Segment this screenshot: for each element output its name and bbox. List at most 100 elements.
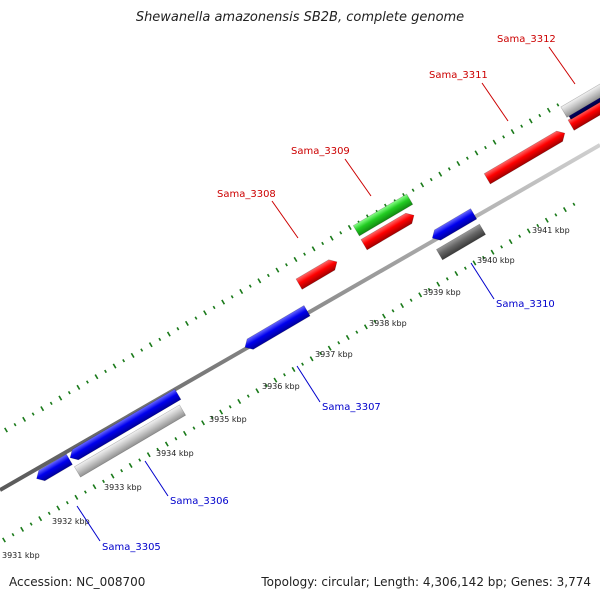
outer-tick xyxy=(194,316,198,320)
inner-tick xyxy=(373,319,377,324)
outer-tick xyxy=(285,263,288,267)
outer-tick xyxy=(484,145,487,150)
tick-label: 3935 kbp xyxy=(209,415,247,424)
inner-tick xyxy=(182,430,187,436)
inner-tick xyxy=(554,213,558,217)
gene-sama-3309[interactable] xyxy=(352,193,414,237)
inner-tick xyxy=(83,490,87,494)
tick-label: 3933 kbp xyxy=(104,483,142,492)
label-leader-line xyxy=(481,82,509,122)
inner-tick xyxy=(192,426,196,430)
map-title: Shewanella amazonensis SB2B, complete ge… xyxy=(135,10,465,25)
gene-label[interactable]: Sama_3306 xyxy=(170,496,229,507)
gene-sama-3305[interactable] xyxy=(34,453,73,484)
inner-tick xyxy=(508,239,513,245)
outer-tick xyxy=(13,422,17,427)
gene-sama-3306[interactable] xyxy=(67,388,182,463)
inner-tick xyxy=(391,309,395,313)
inner-tick xyxy=(544,217,549,223)
gene-sama-3312[interactable] xyxy=(560,78,600,118)
outer-tick xyxy=(40,406,45,412)
outer-tick xyxy=(76,384,81,390)
inner-tick xyxy=(128,462,133,468)
inner-tick xyxy=(463,266,467,270)
outer-tick xyxy=(230,295,234,299)
outer-tick xyxy=(321,241,325,246)
tick-track-inner: 3931 kbp 3932 kbp 3933 kbp 3934 kbp 3935 kbp… xyxy=(2,202,576,560)
inner-tick xyxy=(120,469,124,473)
outer-tick xyxy=(248,284,252,288)
inner-tick xyxy=(138,458,142,462)
gene-sama-3306-grey[interactable] xyxy=(73,404,187,478)
inner-tick xyxy=(47,511,51,516)
outer-tick xyxy=(221,299,226,305)
outer-tick xyxy=(158,337,162,342)
outer-tick xyxy=(447,167,451,171)
inner-tick xyxy=(29,522,33,526)
inner-tick xyxy=(518,234,522,238)
inner-tick xyxy=(418,292,423,298)
inner-tick xyxy=(246,394,250,398)
outer-tick xyxy=(31,412,35,416)
accession-text: Accession: NC_008700 xyxy=(9,575,146,589)
tick-label: 3934 kbp xyxy=(156,449,194,458)
label-leaders xyxy=(76,46,576,542)
outer-tick xyxy=(49,401,53,406)
outer-tick xyxy=(429,177,433,182)
outer-tick xyxy=(203,310,207,316)
outer-tick xyxy=(303,252,307,256)
gene-label[interactable]: Sama_3311 xyxy=(429,70,488,81)
gene-label[interactable]: Sama_3308 xyxy=(217,189,276,200)
inner-tick xyxy=(228,405,232,409)
inner-tick xyxy=(146,452,151,458)
gene-label[interactable]: Sama_3310 xyxy=(496,299,555,310)
gene-label[interactable]: Sama_3312 xyxy=(497,34,556,45)
gene-label[interactable]: Sama_3309 xyxy=(291,146,350,157)
gene-sama-3309-red[interactable] xyxy=(360,210,417,251)
outer-tick xyxy=(275,267,280,273)
inner-tick xyxy=(355,330,359,334)
inner-tick xyxy=(382,313,386,319)
outer-tick xyxy=(176,327,180,331)
outer-tick xyxy=(94,374,99,380)
tick-label: 3941 kbp xyxy=(532,226,570,235)
outer-tick xyxy=(112,363,117,369)
inner-tick xyxy=(301,362,305,366)
label-leader-line xyxy=(548,46,576,85)
inner-tick xyxy=(427,287,431,292)
outer-tick xyxy=(411,188,415,192)
outer-tick xyxy=(538,113,542,118)
inner-tick xyxy=(2,537,6,543)
outer-tick xyxy=(546,107,551,113)
gene-sama-3308[interactable] xyxy=(295,257,340,290)
inner-tick xyxy=(562,207,567,213)
gene-sama-3310[interactable] xyxy=(429,208,478,244)
gene-label[interactable]: Sama_3305 xyxy=(102,542,161,553)
inner-tick xyxy=(38,516,43,522)
inner-tick xyxy=(345,334,350,341)
outer-tick xyxy=(510,129,515,135)
gene-sama-3310-grey[interactable] xyxy=(436,223,486,261)
inner-tick xyxy=(156,447,160,452)
inner-tick xyxy=(327,345,332,351)
gene-labels: Sama_3305 Sama_3306 Sama_3307 Sama_3308 Sama… xyxy=(102,34,556,553)
inner-tick xyxy=(164,441,169,447)
outer-tick xyxy=(239,288,244,295)
outer-tick xyxy=(438,171,443,177)
outer-tick xyxy=(140,348,144,352)
gene-label[interactable]: Sama_3307 xyxy=(322,402,381,413)
tick-label: 3938 kbp xyxy=(369,319,407,328)
inner-tick xyxy=(264,383,268,388)
gene-sama-3307[interactable] xyxy=(242,305,311,353)
outer-tick xyxy=(148,342,153,348)
outer-tick xyxy=(184,320,189,326)
outer-tick xyxy=(130,352,135,358)
inner-tick xyxy=(237,398,242,405)
inner-tick xyxy=(436,281,441,287)
inner-tick xyxy=(337,341,341,345)
inner-tick xyxy=(74,494,79,500)
inner-tick xyxy=(409,298,413,302)
outer-tick xyxy=(329,235,334,241)
label-leader-line xyxy=(76,505,101,542)
gene-sama-3311[interactable] xyxy=(483,128,568,185)
